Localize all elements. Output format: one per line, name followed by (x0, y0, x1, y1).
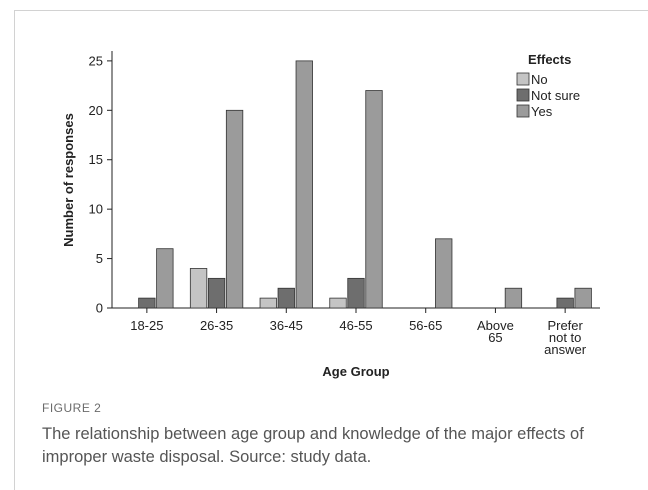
legend-label: Yes (531, 104, 553, 119)
bar-no (189, 268, 208, 309)
bar-yes (574, 287, 592, 309)
x-tick-label: 26-35 (200, 318, 233, 333)
bar-yes (504, 287, 523, 309)
bar-yes (295, 60, 313, 309)
x-axis-title: Age Group (322, 364, 389, 379)
bar-not-sure (347, 277, 365, 309)
x-tick-label: not to (549, 330, 582, 345)
x-tick-label: Prefer (547, 318, 583, 333)
x-tick-label: answer (544, 342, 587, 357)
figure-label: FIGURE 2 (42, 401, 102, 415)
legend-label: No (531, 72, 548, 87)
y-tick-label: 10 (89, 202, 103, 217)
y-axis-title: Number of responses (61, 113, 76, 247)
bar-no (329, 297, 347, 309)
bar-yes (225, 109, 244, 309)
x-tick-label: 56-65 (409, 318, 442, 333)
bar-yes (365, 90, 383, 309)
figure-caption: The relationship between age group and k… (42, 425, 584, 466)
bar-not-sure (138, 297, 156, 309)
bar-yes (435, 238, 453, 309)
y-tick-label: 25 (89, 53, 103, 68)
bar-not-sure (207, 277, 226, 309)
x-tick-label: 36-45 (270, 318, 303, 333)
x-tick-label: 65 (488, 330, 502, 345)
y-tick-label: 20 (89, 103, 103, 118)
y-tick-label: 0 (96, 301, 103, 316)
x-tick-label: 46-55 (339, 318, 372, 333)
legend-label: Not sure (531, 88, 580, 103)
x-tick-label: 18-25 (130, 318, 163, 333)
x-tick-label: Above (477, 318, 514, 333)
legend-swatch (516, 88, 530, 102)
y-tick-label: 15 (89, 152, 103, 167)
bar-no (259, 297, 277, 309)
y-tick-label: 5 (96, 251, 103, 266)
legend-title: Effects (528, 52, 571, 67)
bar-chart: 0 5 10 15 20 25 Number of responses 18-25 26-35 3… (61, 51, 600, 379)
figure-frame (14, 10, 648, 490)
legend-swatch (516, 104, 530, 118)
bar-not-sure (277, 287, 295, 309)
legend-swatch (516, 72, 530, 86)
bar-not-sure (556, 297, 574, 309)
bar-yes (156, 248, 174, 309)
